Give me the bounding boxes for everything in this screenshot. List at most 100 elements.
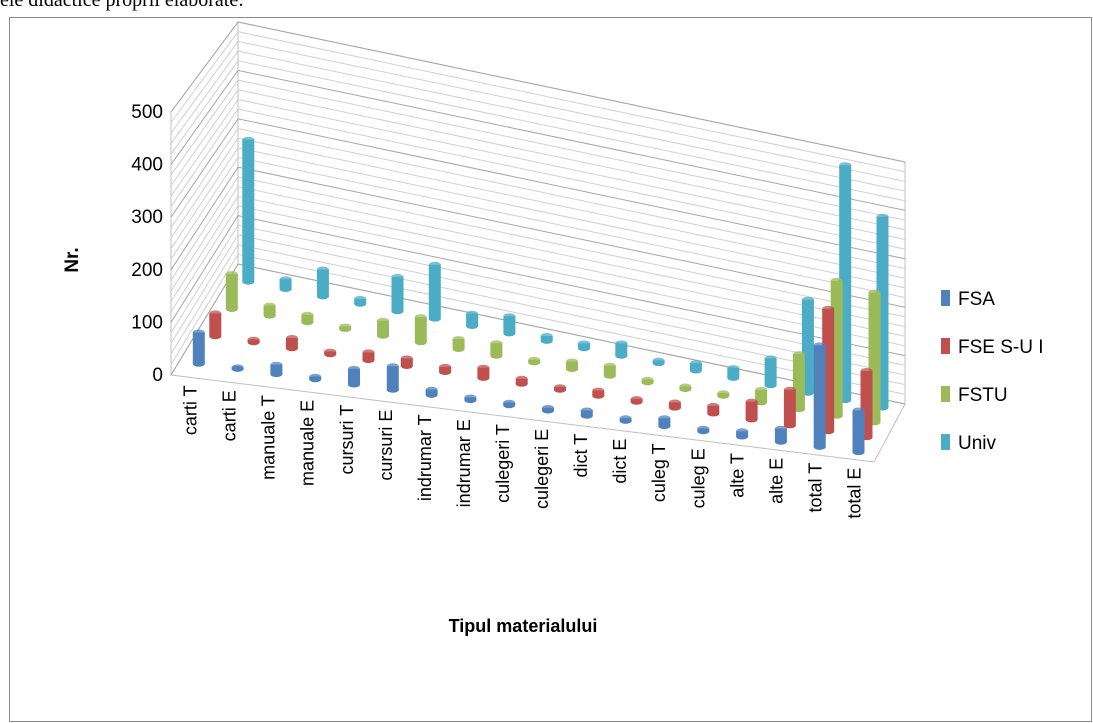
bar-top	[386, 363, 399, 370]
legend-swatch	[941, 386, 950, 402]
y-axis-label: Nr.	[62, 247, 83, 272]
y-tick-label: 500	[131, 102, 163, 123]
bar	[852, 407, 865, 456]
bar	[428, 261, 441, 322]
bar	[755, 386, 768, 406]
bar	[580, 407, 593, 419]
bar-top	[528, 356, 541, 363]
bar-base	[658, 423, 671, 430]
bar-body	[192, 332, 205, 364]
bar	[528, 356, 541, 366]
bar-top	[503, 313, 516, 320]
bar-base	[225, 306, 238, 312]
bar-body	[452, 339, 465, 349]
bar-base	[745, 416, 758, 423]
bar-top	[860, 368, 873, 374]
bar-top	[515, 375, 528, 382]
gridline	[170, 79, 906, 221]
bar-top	[339, 323, 352, 330]
x-tick-label: total E	[845, 468, 865, 519]
bar	[774, 425, 787, 445]
legend-item: FSA	[941, 289, 995, 310]
bar	[309, 373, 322, 383]
bar-base	[490, 352, 503, 359]
bar-body	[301, 314, 314, 323]
bar-top	[466, 310, 479, 317]
y-axis-ticks: 0 100 200 300 400 500	[131, 102, 163, 386]
bar-body	[745, 401, 758, 420]
bar-base	[615, 352, 628, 359]
bar-body	[783, 389, 796, 426]
x-tick-label: culeg E	[688, 448, 708, 508]
bar-top	[242, 136, 255, 143]
bar-top	[490, 340, 503, 347]
bar-body	[755, 389, 768, 403]
bar-top	[707, 402, 720, 409]
bar-base	[813, 443, 826, 450]
bar-base	[391, 308, 404, 315]
bar	[414, 314, 427, 346]
bar-top	[652, 357, 665, 364]
x-tick-label: dict T	[571, 434, 591, 478]
gridline	[170, 234, 906, 376]
bar	[324, 348, 337, 358]
bar-base	[736, 433, 749, 440]
legend-swatch	[941, 434, 950, 450]
bar-base	[301, 319, 314, 326]
bar	[391, 274, 404, 315]
bar-body	[362, 352, 375, 361]
bar	[566, 358, 578, 372]
gridlines	[170, 21, 906, 405]
bar-top	[801, 296, 814, 303]
bar	[736, 428, 749, 440]
x-tick-label: carti T	[181, 385, 201, 435]
bar	[652, 357, 665, 367]
bar	[225, 271, 238, 312]
bar	[689, 360, 702, 374]
gridline	[170, 108, 906, 250]
bar	[717, 390, 730, 399]
bar	[727, 365, 740, 381]
bar-body	[428, 264, 441, 319]
bar-base	[428, 315, 441, 322]
gridline	[170, 21, 906, 163]
bar-base	[603, 372, 616, 379]
bar-top	[209, 310, 222, 317]
bar-top	[225, 271, 238, 277]
bar	[209, 310, 222, 340]
gridline	[170, 205, 906, 347]
bar-body	[377, 320, 389, 336]
bar	[615, 340, 628, 359]
bar-body	[242, 139, 255, 282]
bar-top	[391, 274, 404, 280]
bar-body	[466, 313, 479, 326]
x-tick-label: cursuri T	[337, 405, 357, 475]
x-axis-ticks: carti T carti E manuale T manuale E cursuri …	[181, 385, 865, 518]
bar	[452, 336, 465, 352]
bar-top	[542, 404, 554, 411]
bar-base	[270, 371, 283, 378]
bar-top	[813, 342, 826, 349]
bar	[641, 376, 654, 386]
bar-top	[783, 386, 796, 393]
x-tick-label: culeg T	[649, 443, 669, 502]
bar-top	[452, 336, 465, 342]
bar-body	[400, 358, 413, 367]
legend-label: FSA	[958, 289, 995, 310]
y-tick-label: 0	[152, 365, 163, 386]
x-tick-label: total T	[805, 463, 825, 513]
bar-base	[452, 346, 465, 352]
bar	[619, 415, 632, 424]
bar-top	[414, 314, 427, 321]
legend: FSA FSE S-U I FSTU Univ	[941, 289, 1044, 454]
bar-top	[774, 425, 787, 432]
bar-base	[477, 374, 490, 381]
bar-body	[813, 345, 826, 447]
bar	[354, 295, 367, 307]
x-tick-label: culegeri E	[532, 429, 552, 509]
x-tick-label: manuale E	[298, 400, 318, 486]
bar	[386, 363, 399, 393]
bar-body	[391, 277, 404, 312]
bar-base	[503, 330, 516, 337]
gridline	[170, 137, 906, 279]
